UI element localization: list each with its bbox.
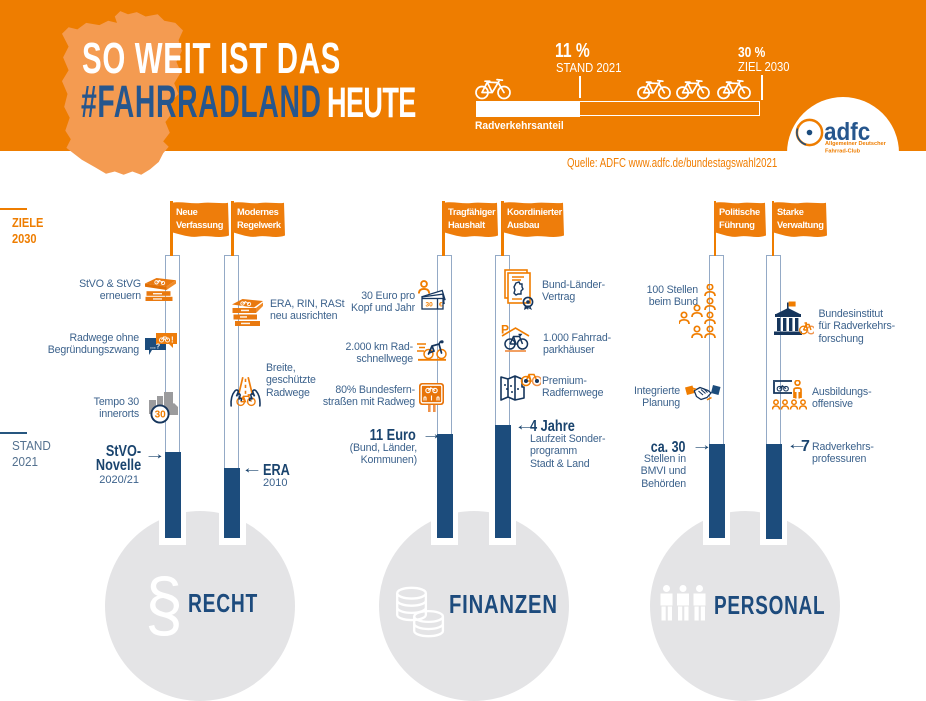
- svg-text:!: !: [171, 336, 174, 345]
- svg-text:30: 30: [155, 410, 167, 421]
- svg-text:P: P: [501, 323, 509, 337]
- svg-text:30: 30: [426, 302, 434, 309]
- svg-text:€: €: [439, 302, 443, 309]
- svg-text:...?: ...?: [150, 344, 160, 351]
